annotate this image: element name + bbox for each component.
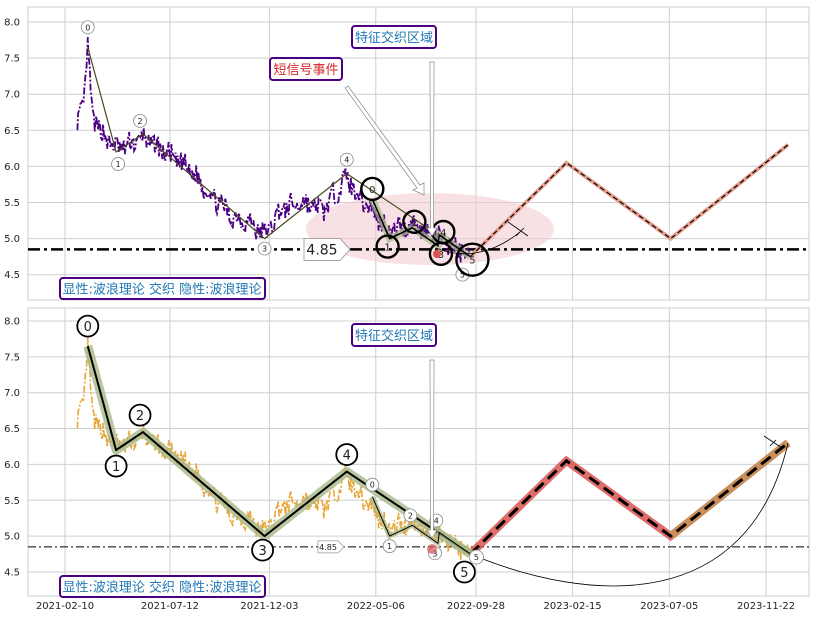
y-tick-label: 5.0	[4, 234, 20, 245]
y-tick-label: 8.0	[4, 317, 20, 328]
wave-point-marker	[76, 314, 100, 338]
wave-point-label: 2	[136, 409, 144, 424]
subwave-line	[371, 496, 471, 555]
wave-point-label: 1	[112, 460, 120, 475]
short-signal-tag-box	[269, 57, 343, 81]
wave-line	[87, 47, 471, 258]
x-tick-label: 2023-02-15	[544, 601, 602, 612]
wave-point-label: 1	[116, 160, 121, 169]
level-callout-label: 4.85	[306, 242, 337, 258]
end-marker	[433, 250, 441, 258]
wave-point-label: 0	[85, 23, 90, 32]
y-tick-label: 6.0	[4, 460, 20, 471]
wave-point-label: 5	[460, 271, 465, 280]
legend-caption: 显性:波浪理论 交织 隐性:波浪理论	[62, 282, 261, 298]
x-tick-label: 2023-07-05	[640, 601, 698, 612]
subwave-point-label: 5	[474, 553, 479, 562]
wave-point-marker	[251, 538, 274, 562]
subwave-point-label: 2	[411, 218, 417, 229]
y-tick-label: 6.0	[4, 162, 20, 173]
y-tick-label: 6.5	[4, 424, 20, 435]
wave-point-label: 5	[460, 566, 468, 581]
y-tick-label: 6.5	[4, 126, 20, 137]
legend-caption: 显性:波浪理论 交织 隐性:波浪理论	[62, 580, 261, 596]
wave-point-label: 4	[344, 156, 349, 165]
wave-point-label: 2	[137, 117, 142, 126]
subwave-point-marker	[403, 508, 418, 523]
wave-point-label: 4	[343, 449, 351, 464]
y-tick-label: 5.5	[4, 198, 20, 209]
signal-bracket	[507, 221, 529, 237]
subwave-line	[371, 198, 471, 258]
projection-line	[469, 144, 789, 258]
wave-point-label: 0	[84, 320, 92, 335]
short-signal-tag: 短信号事件	[273, 63, 338, 78]
short-signal-arrow	[344, 85, 425, 196]
y-tick-label: 4.5	[4, 567, 20, 578]
y-tick-label: 5.5	[4, 496, 20, 507]
wave-point-marker	[133, 114, 147, 128]
wave-point-label: 3	[258, 544, 266, 559]
end-bracket	[763, 435, 783, 449]
y-tick-label: 7.5	[4, 54, 20, 65]
panel-top: 8.0 7.5 7.0 6.5 6.0 5.5 5.0 4.5 0 1 2 3 4 5 0 1 2 3 4 5 4.85…	[4, 6, 810, 301]
subwave-point-marker	[455, 242, 490, 277]
connector-arc	[470, 442, 789, 587]
subwave-point-label: 2	[408, 511, 413, 520]
level-callout-box	[303, 238, 351, 261]
subwave-point-label: 4	[440, 228, 446, 239]
x-tick-label: 2021-07-12	[141, 601, 199, 612]
feature-zone-arrow	[426, 61, 438, 237]
level-callout-box	[317, 540, 345, 554]
feature-zone-tag: 特征交织区域	[355, 30, 433, 46]
y-tick-label: 8.0	[4, 18, 20, 29]
subwave-point-marker	[402, 209, 427, 234]
panel-bottom: 8.0 7.5 7.0 6.5 6.0 5.5 5.0 4.5 2021-02-10 2021-0…	[4, 307, 810, 612]
y-tick-label: 7.5	[4, 352, 20, 363]
wave-point-marker	[453, 560, 476, 584]
subwave-point-label: 1	[384, 243, 390, 254]
end-marker	[427, 544, 437, 554]
y-tick-label: 5.0	[4, 532, 20, 543]
x-tick-label: 2023-11-22	[737, 601, 795, 612]
subwave-point-label: 5	[469, 256, 475, 267]
feature-zone-tag-box	[351, 25, 437, 49]
signal-arc	[435, 231, 521, 255]
subwave-point-label: 3	[438, 250, 444, 261]
wave-point-marker	[257, 241, 272, 256]
subwave-point-label: 3	[432, 549, 437, 558]
level-callout-label: 4.85	[319, 543, 337, 552]
legend-caption-box	[59, 575, 266, 598]
legend-caption-box	[59, 277, 266, 300]
feature-zone-tag-box	[351, 323, 437, 347]
subwave-point-marker	[469, 549, 484, 565]
x-tick-label: 2021-12-03	[240, 601, 298, 612]
subwave-point-label: 0	[370, 481, 375, 490]
subwave-point-marker	[365, 477, 380, 492]
wave-point-marker	[128, 403, 152, 427]
y-tick-label: 4.5	[4, 270, 20, 281]
subwave-point-label: 4	[434, 517, 439, 526]
wave-point-marker	[111, 157, 126, 171]
wave-point-marker	[335, 443, 359, 466]
x-tick-label: 2021-02-10	[36, 601, 94, 612]
subwave-point-marker	[382, 539, 397, 553]
subwave-point-marker	[360, 176, 385, 202]
projection-line	[469, 441, 790, 556]
subwave-point-marker	[375, 234, 400, 259]
feature-zone-tag: 特征交织区域	[355, 328, 433, 344]
plot-frame	[27, 307, 810, 597]
x-tick-label: 2022-09-28	[447, 601, 505, 612]
wave-point-marker	[339, 152, 354, 167]
wave-point-marker	[104, 454, 128, 478]
wave-point-label: 3	[262, 245, 267, 254]
x-tick-label: 2022-05-06	[347, 601, 405, 612]
wave-point-marker	[80, 20, 95, 35]
subwave-point-label: 0	[369, 185, 375, 196]
y-tick-label: 7.0	[4, 388, 20, 399]
subwave-point-label: 1	[387, 542, 392, 551]
feature-zone-arrow	[426, 359, 438, 539]
y-tick-label: 7.0	[4, 90, 20, 101]
